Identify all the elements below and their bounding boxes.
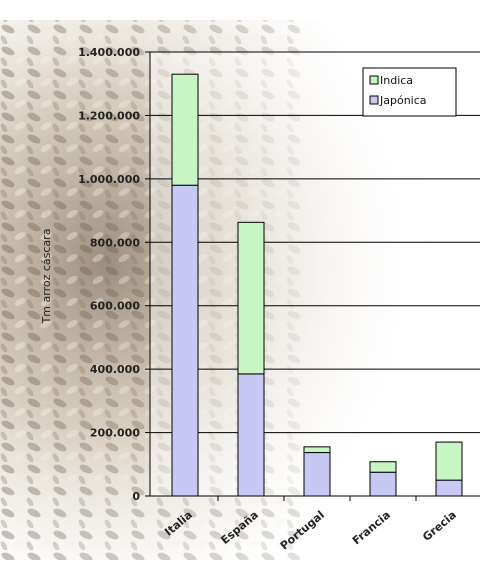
- y-tick-label: 400.000: [90, 363, 140, 376]
- y-tick-label: 1.400.000: [78, 46, 140, 59]
- plot-area: [150, 52, 480, 496]
- bar-portugal-japonica: [303, 452, 331, 497]
- legend: Indica Japónica: [362, 67, 457, 117]
- legend-label-indica: Indica: [380, 74, 413, 87]
- y-tick-labels: 0 200.000 400.000 600.000 800.000 1.000.000 1.…: [78, 46, 140, 503]
- axes: [145, 51, 480, 501]
- legend-box: [362, 67, 457, 117]
- y-tick-label: 1.200.000: [78, 109, 140, 122]
- bar-portugal-indica: [303, 446, 331, 454]
- y-tick-label: 0: [132, 490, 140, 503]
- bar-grecia-indica: [435, 441, 463, 481]
- legend-swatch-japonica: [369, 95, 379, 105]
- y-tick-label: 600.000: [90, 300, 140, 313]
- y-tick-label: 800.000: [90, 236, 140, 249]
- legend-swatch-indica: [369, 75, 379, 85]
- bar-españa-indica: [237, 221, 265, 375]
- bar-grecia-japonica: [435, 479, 463, 497]
- bars: [171, 73, 463, 497]
- bar-francia-japonica: [369, 471, 397, 497]
- bar-españa-japonica: [237, 373, 265, 497]
- y-tick-label: 200.000: [90, 427, 140, 440]
- bar-italia-indica: [171, 73, 199, 186]
- bar-italia-japonica: [171, 184, 199, 497]
- y-axis-label: Tm arroz cáscara: [40, 229, 53, 325]
- legend-label-japonica: Japónica: [379, 94, 427, 107]
- y-tick-label: 1.000.000: [78, 173, 140, 186]
- bar-francia-indica: [369, 461, 397, 473]
